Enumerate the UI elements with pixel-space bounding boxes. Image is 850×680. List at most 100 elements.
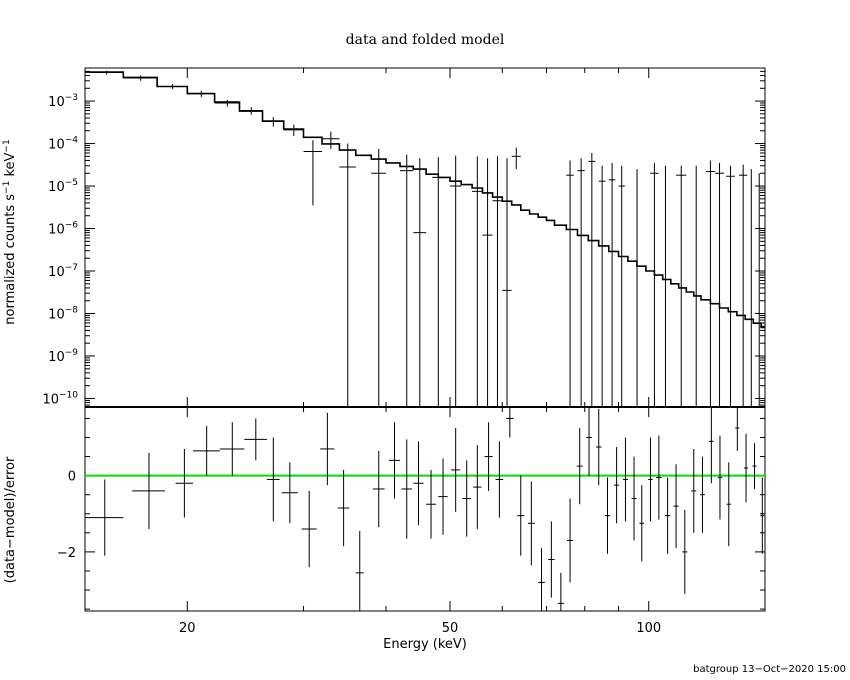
residual-point [438,458,448,535]
x-axis-label: Energy (keV) [383,637,467,652]
data-point [413,158,427,407]
data-point [322,131,340,149]
footer-credit: batgroup 13−Oct−2020 15:00 [693,664,846,675]
y-tick-label: 0 [68,470,76,485]
residual-point [614,447,620,524]
residual-point [596,408,602,486]
data-point [726,165,735,407]
residual-point [266,437,280,522]
bottom-y-axis-label: (data−model)/error [3,456,18,583]
y-tick-label: 10−6 [48,221,78,238]
data-point [502,158,512,407]
data-point [566,160,574,407]
data-point [472,156,483,407]
residual-point [281,462,298,524]
data-point [618,165,625,407]
residual-point [604,477,611,554]
data-point [577,158,585,407]
y-tick-label: 10−9 [48,348,78,365]
residual-point [567,498,574,583]
top-y-axis-label: normalized counts s−1 keV−1 [2,139,18,324]
residual-point [401,439,413,539]
data-point [705,160,716,407]
residual-point [301,490,317,568]
data-point [511,147,521,170]
residual-point [495,441,504,518]
residual-point [413,441,424,526]
residual-point [717,435,723,520]
residual-point [691,448,697,533]
data-point [739,164,748,407]
residual-point [648,437,653,522]
residual-point [484,422,493,491]
data-point [598,165,606,407]
data-point [400,154,414,407]
y-tick-label: 10−5 [48,178,78,195]
top-frame [84,67,766,408]
data-point [492,156,503,407]
data-point [262,117,284,127]
data-point [608,162,616,407]
residual-point [682,509,688,594]
residual-point [752,443,757,489]
data-point [339,143,356,407]
residual-point [426,469,436,539]
y-tick-label: 10−4 [48,136,78,153]
residual-point [664,477,671,554]
chart-title: data and folded model [346,32,505,48]
data-point [650,162,659,407]
data-point [239,107,263,115]
residual-point [372,450,385,528]
residual-point [337,469,350,547]
bottom-frame [84,406,766,612]
residual-point [726,462,731,547]
x-tick-label: 50 [442,621,459,636]
x-tick-label: 20 [179,621,196,636]
bottom-panel: 20 50 100 0 −2 [57,406,766,636]
data-point [157,84,188,90]
data-point [432,157,445,407]
residual-point [557,572,564,611]
data-point [715,162,724,407]
top-panel: 10−3 10−4 10−5 10−6 10−7 10−8 10−9 10−10 [42,67,766,408]
x-tick-label: 100 [636,621,661,636]
residual-point [639,485,645,562]
y-tick-label: 10−3 [48,93,78,110]
residual-point [743,433,749,503]
residual-point [760,477,765,554]
y-tick-label: 10−10 [42,390,78,407]
residual-point [355,530,364,611]
residual-point [700,456,705,533]
residual-point [709,407,714,484]
data-point [187,90,215,97]
residual-point [175,448,193,518]
y-tick-label: −2 [57,546,76,561]
data-point [89,70,124,75]
data-point [676,165,687,407]
residual-point [517,475,525,556]
data-point [283,124,304,137]
residual-point [527,481,535,566]
residual-point [85,479,124,556]
residual-point [244,418,267,461]
residual-point [320,412,335,486]
data-point [123,75,158,81]
data-point [482,158,493,407]
y-tick-label: 10−8 [48,305,78,322]
residual-point [656,435,662,520]
residual-point [192,426,220,476]
residual-point [506,407,514,438]
residual-point [586,407,592,476]
data-point [449,155,462,407]
residual-point [735,407,740,451]
residual-point [538,548,545,611]
residual-point [388,422,401,499]
residual-point [132,452,165,530]
residual-point [473,445,482,530]
data-point [303,140,323,206]
data-point [214,99,240,107]
residual-point [451,427,461,512]
y-tick-label: 10−7 [48,263,78,280]
data-point [588,152,596,407]
